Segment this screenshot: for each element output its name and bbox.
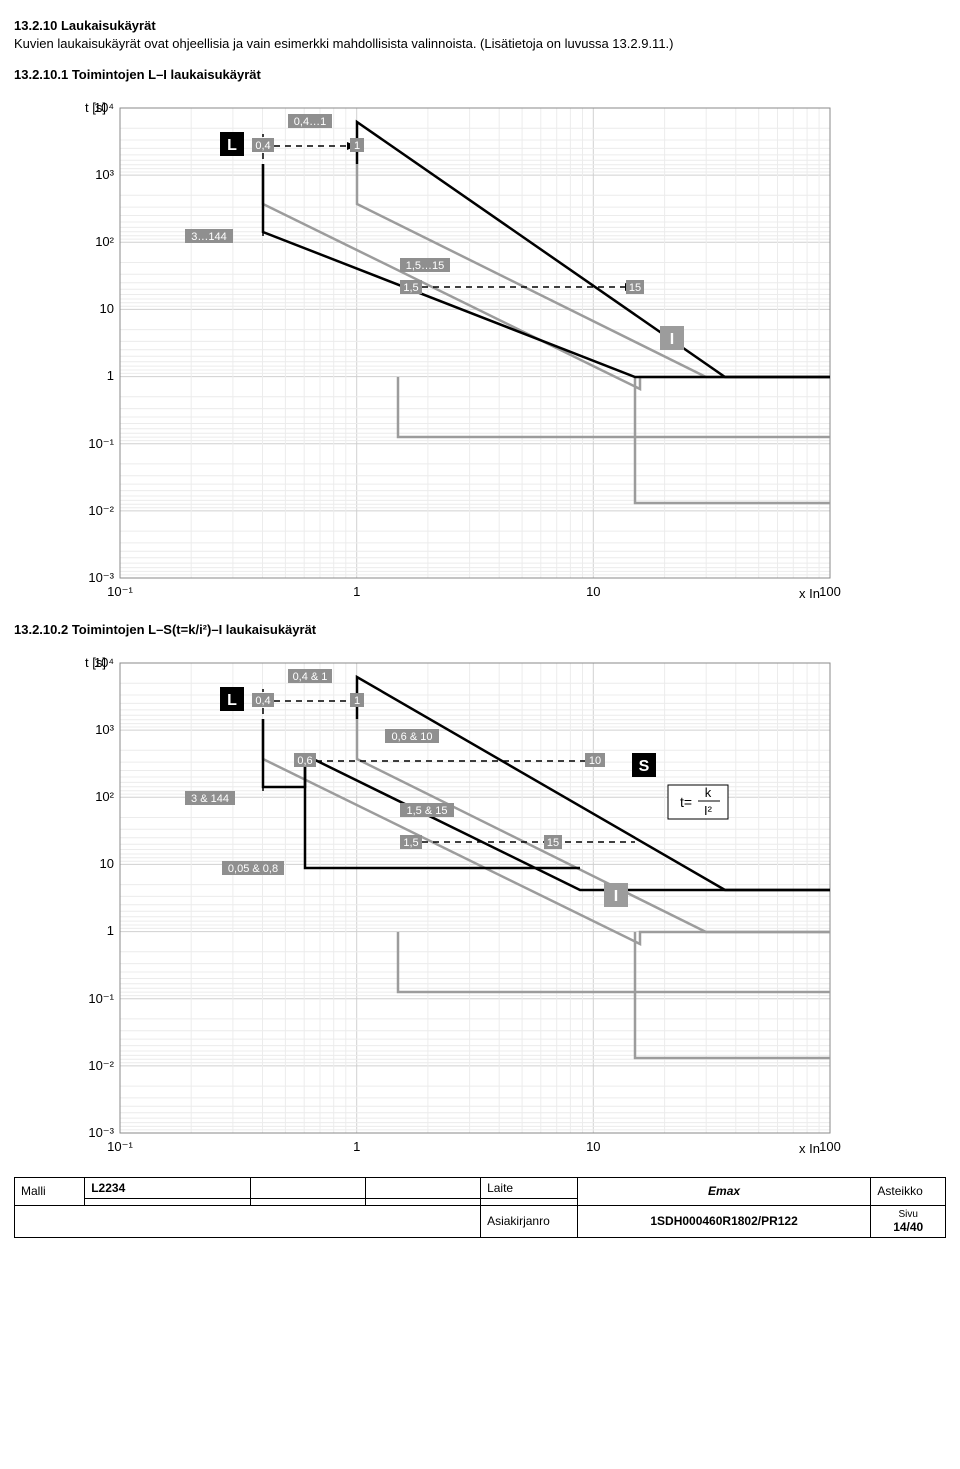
- svg-text:0,6: 0,6: [297, 755, 312, 767]
- equation-box: t= k I²: [668, 785, 728, 819]
- svg-text:15: 15: [547, 837, 559, 849]
- svg-text:10²: 10²: [95, 789, 114, 804]
- svg-text:10⁻³: 10⁻³: [88, 1125, 114, 1140]
- svg-text:10⁻¹: 10⁻¹: [88, 436, 114, 451]
- svg-text:0,6 & 10: 0,6 & 10: [392, 731, 433, 743]
- svg-text:10⁴: 10⁴: [94, 100, 114, 115]
- svg-text:0,4: 0,4: [255, 695, 270, 707]
- svg-text:1,5 & 15: 1,5 & 15: [407, 805, 448, 817]
- svg-text:t=: t=: [680, 794, 692, 810]
- svg-text:10⁻³: 10⁻³: [88, 570, 114, 585]
- svg-text:100: 100: [819, 1139, 841, 1154]
- chart1-L-box: L: [227, 137, 237, 154]
- svg-text:1,5: 1,5: [403, 837, 418, 849]
- svg-text:k: k: [705, 785, 712, 800]
- laite-value: Emax: [577, 1177, 871, 1205]
- svg-text:1: 1: [354, 695, 360, 707]
- chart1-svg: t [s] x In 10⁴ 10³ 10² 10 1 10⁻¹ 10⁻² 10…: [50, 88, 870, 608]
- svg-text:100: 100: [819, 584, 841, 599]
- svg-text:3…144: 3…144: [191, 231, 226, 243]
- chart2-S-box: S: [639, 758, 650, 775]
- chart2: t [s] x In 10⁴ 10³ 10² 10 1 10⁻¹ 10⁻² 10…: [50, 643, 946, 1163]
- svg-text:10: 10: [586, 584, 600, 599]
- malli-label: Malli: [15, 1177, 85, 1205]
- svg-text:1: 1: [354, 140, 360, 152]
- svg-text:3 & 144: 3 & 144: [191, 793, 229, 805]
- svg-text:10⁴: 10⁴: [94, 655, 114, 670]
- svg-text:10⁻²: 10⁻²: [88, 1058, 114, 1073]
- svg-text:1: 1: [353, 584, 360, 599]
- svg-text:1: 1: [353, 1139, 360, 1154]
- footer-table: Malli L2234 Laite Emax Asteikko Asiakirj…: [14, 1177, 946, 1238]
- chart2-heading: 13.2.10.2 Toimintojen L–S(t=k/i²)–I lauk…: [14, 622, 946, 637]
- chart1: t [s] x In 10⁴ 10³ 10² 10 1 10⁻¹ 10⁻² 10…: [50, 88, 946, 608]
- svg-text:0,4: 0,4: [255, 140, 270, 152]
- svg-text:10⁻¹: 10⁻¹: [107, 1139, 133, 1154]
- svg-text:1: 1: [107, 368, 114, 383]
- intro-paragraph: Kuvien laukaisukäyrät ovat ohjeellisia j…: [14, 35, 946, 53]
- svg-text:0,05 & 0,8: 0,05 & 0,8: [228, 863, 278, 875]
- chart2-L-box: L: [227, 692, 237, 709]
- sivu-label: Sivu: [877, 1209, 939, 1220]
- chart2-svg: t [s] x In 10⁴ 10³ 10² 10 1 10⁻¹ 10⁻² 10…: [50, 643, 870, 1163]
- chart2-I-box: I: [614, 888, 618, 905]
- svg-text:0,4…1: 0,4…1: [294, 116, 326, 128]
- laite-label: Laite: [481, 1177, 578, 1198]
- asteikko-label: Asteikko: [871, 1177, 946, 1205]
- asianro-label: Asiakirjanro: [481, 1205, 578, 1237]
- svg-text:10: 10: [589, 755, 601, 767]
- chart1-heading: 13.2.10.1 Toimintojen L–I laukaisukäyrät: [14, 67, 946, 82]
- svg-text:10²: 10²: [95, 234, 114, 249]
- svg-text:10⁻²: 10⁻²: [88, 503, 114, 518]
- svg-text:I²: I²: [704, 803, 713, 818]
- svg-text:1,5: 1,5: [403, 282, 418, 294]
- svg-text:10⁻¹: 10⁻¹: [88, 991, 114, 1006]
- svg-text:10: 10: [586, 1139, 600, 1154]
- svg-text:10⁻¹: 10⁻¹: [107, 584, 133, 599]
- chart1-xlabel: x In: [799, 586, 820, 601]
- svg-text:0,4 & 1: 0,4 & 1: [293, 671, 328, 683]
- svg-text:1: 1: [107, 923, 114, 938]
- svg-text:10: 10: [100, 856, 114, 871]
- svg-text:15: 15: [629, 282, 641, 294]
- sivu-value: 14/40: [877, 1220, 939, 1234]
- malli-value: L2234: [85, 1177, 251, 1198]
- svg-text:10³: 10³: [95, 722, 114, 737]
- svg-text:10: 10: [100, 301, 114, 316]
- svg-text:1,5…15: 1,5…15: [406, 260, 445, 272]
- chart2-xlabel: x In: [799, 1141, 820, 1156]
- section-number: 13.2.10 Laukaisukäyrät: [14, 18, 946, 33]
- svg-text:10³: 10³: [95, 167, 114, 182]
- asianro-value: 1SDH000460R1802/PR122: [577, 1205, 871, 1237]
- chart1-I-box: I: [670, 331, 674, 348]
